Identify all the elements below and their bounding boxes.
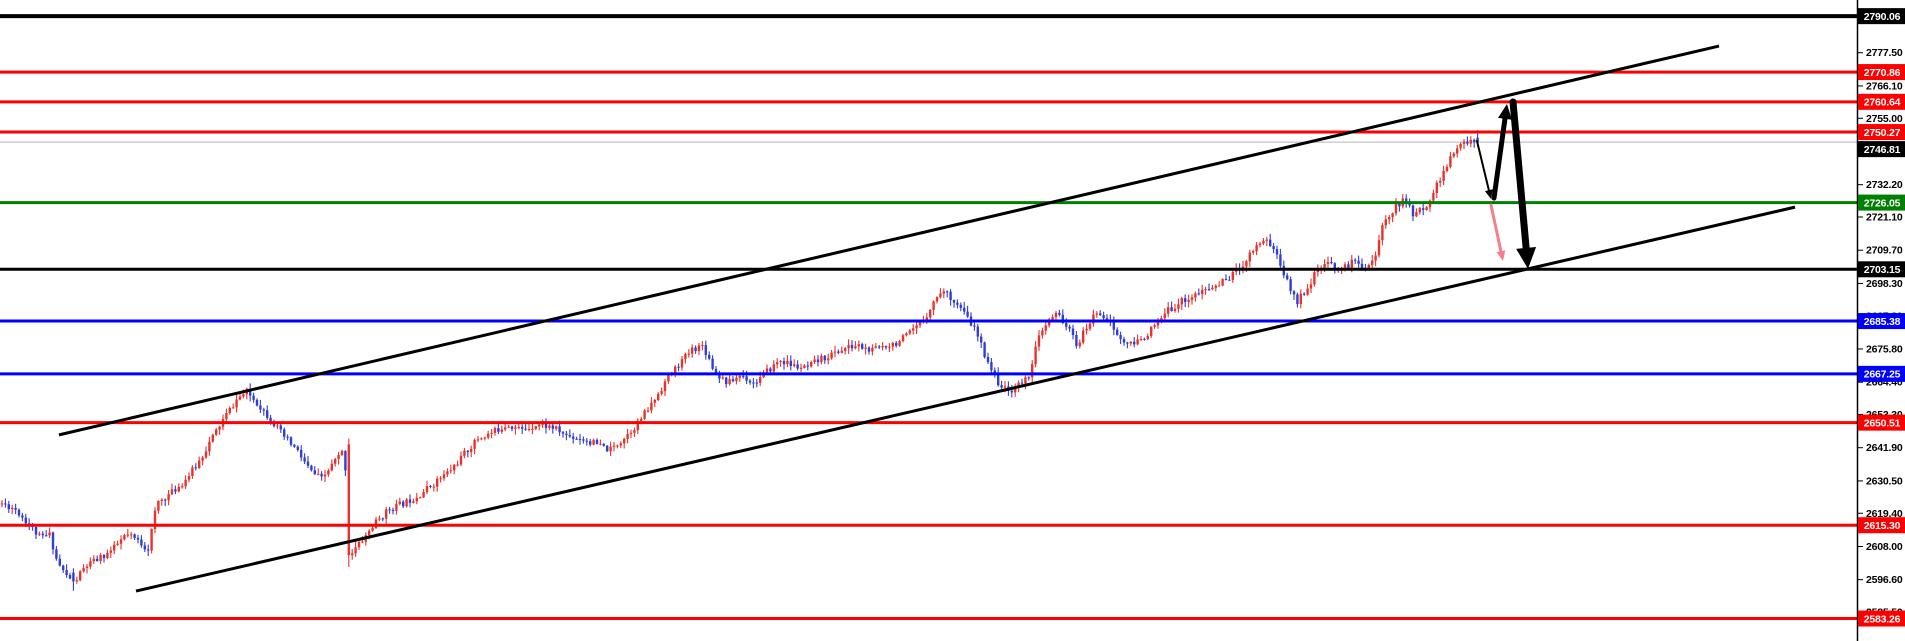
axis-tick-label-2619.40: 2619.40 [1866, 508, 1903, 520]
axis-tick-label-2709.70: 2709.70 [1866, 245, 1903, 257]
arrow-shaft-big-drop-projection-arrow[interactable] [1509, 98, 1530, 252]
price-badge-2760.64-label: 2760.64 [1864, 97, 1901, 109]
price-badge-2703.15-label: 2703.15 [1864, 264, 1901, 276]
arrow-shaft-pink-drop-arrow[interactable] [1489, 203, 1503, 253]
price-badge-2703.15 [1858, 261, 1905, 278]
price-badge-2615.30-label: 2615.30 [1864, 520, 1901, 532]
price-badge-2750.27-label: 2750.27 [1864, 127, 1901, 139]
price-badge-2790.06 [1858, 8, 1905, 25]
axis-tick-label-2630.50: 2630.50 [1866, 475, 1903, 487]
trendline-lower[interactable] [135, 205, 1796, 593]
price-badge-2750.27 [1858, 124, 1905, 141]
price-badge-2650.51 [1858, 414, 1905, 431]
axis-tick-label-2777.50: 2777.50 [1866, 47, 1903, 59]
axis-tick-label-2766.10: 2766.10 [1866, 80, 1903, 92]
axis-tick-label-2675.80: 2675.80 [1866, 343, 1903, 355]
price-badge-2583.26-label: 2583.26 [1864, 613, 1901, 625]
price-badge-2667.25-label: 2667.25 [1864, 369, 1901, 381]
axis-tick-label-2732.20: 2732.20 [1866, 179, 1903, 191]
price-badge-2770.86 [1858, 64, 1905, 81]
axis-tick-label-2641.90: 2641.90 [1866, 442, 1903, 454]
price-badge-2685.38-label: 2685.38 [1864, 316, 1901, 328]
arrow-head-up-projection-arrow-icon[interactable] [1498, 103, 1512, 120]
axis-tick-label-2608.00: 2608.00 [1866, 541, 1903, 553]
price-badge-2615.30 [1858, 517, 1905, 534]
current-price-badge-label: 2746.81 [1864, 144, 1901, 156]
price-badge-2650.51-label: 2650.51 [1864, 417, 1901, 429]
axis-tick-label-2721.10: 2721.10 [1866, 212, 1903, 224]
arrow-head-pink-drop-arrow-icon[interactable] [1496, 250, 1506, 261]
arrow-shaft-up-projection-arrow[interactable] [1491, 116, 1508, 201]
price-badge-2790.06-label: 2790.06 [1864, 11, 1901, 23]
current-price-badge [1858, 141, 1905, 158]
price-badge-2583.26 [1858, 610, 1905, 627]
arrow-head-thin-pullback-arrow-icon[interactable] [1484, 189, 1493, 199]
trendline-upper[interactable] [58, 44, 1720, 437]
price-badge-2770.86-label: 2770.86 [1864, 67, 1901, 79]
price-badge-2685.38 [1858, 313, 1905, 330]
axis-tick-label-2596.60: 2596.60 [1866, 574, 1903, 586]
price-badge-2760.64 [1858, 93, 1905, 110]
arrow-head-big-drop-projection-arrow-icon[interactable] [1516, 247, 1537, 269]
price-badge-2726.05 [1858, 194, 1905, 211]
price-badge-2726.05-label: 2726.05 [1864, 197, 1901, 209]
axis-tick-label-2698.30: 2698.30 [1866, 278, 1903, 290]
candles-layer [0, 130, 1479, 591]
price-badge-2667.25 [1858, 365, 1905, 382]
axis-tick-label-2755.00: 2755.00 [1866, 113, 1903, 125]
arrow-shaft-thin-pullback-arrow[interactable] [1476, 139, 1490, 192]
